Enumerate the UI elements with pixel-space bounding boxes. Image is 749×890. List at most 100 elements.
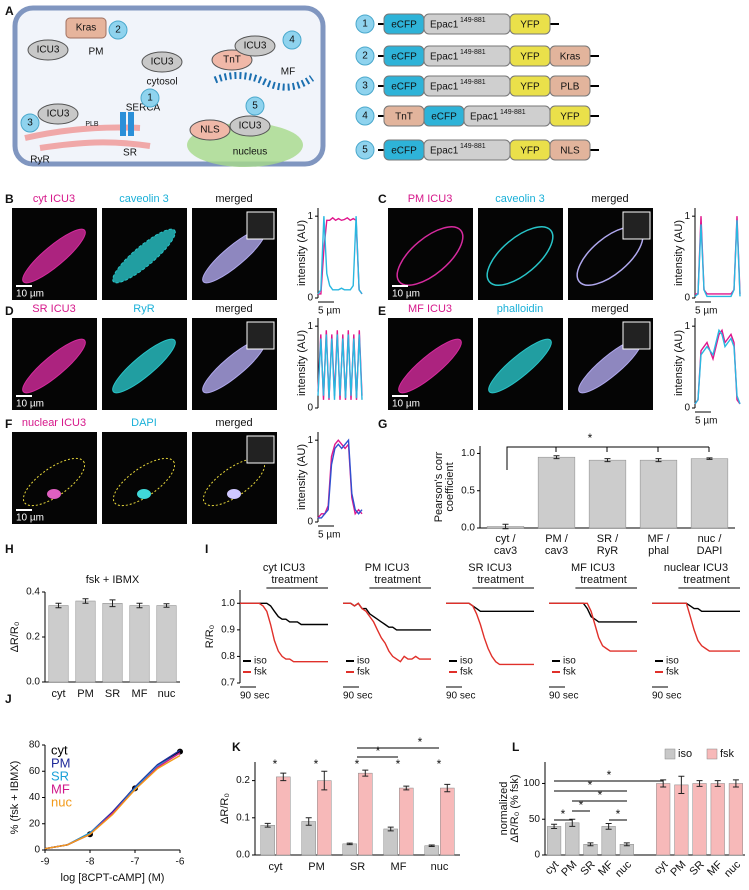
series-line: [694, 328, 741, 405]
y-tick-label: 0: [684, 403, 690, 414]
label-oval: [234, 35, 276, 57]
significance-star: *: [598, 788, 603, 802]
construct-number-text: 3: [362, 81, 368, 92]
part-label: eCFP: [431, 112, 457, 123]
image-label: merged: [591, 303, 628, 315]
error-bar: [280, 772, 287, 782]
x-tick-label: -9: [41, 857, 50, 868]
series-line: [317, 439, 363, 519]
image-label: merged: [215, 303, 252, 315]
legend-entry: fsk: [563, 667, 577, 678]
inset: [246, 435, 275, 464]
label-oval: [211, 49, 253, 71]
number-circle-text: 2: [115, 25, 121, 36]
panel-label: I: [205, 542, 208, 556]
label-oval: [189, 119, 231, 141]
error-bar: [346, 842, 353, 846]
y-tick-label: 0: [307, 517, 313, 528]
panel-label: J: [5, 692, 12, 706]
inset: [246, 321, 275, 350]
image-label: RyR: [133, 303, 154, 315]
x-axis-label: log [8CPT-cAMP] (M): [61, 872, 165, 884]
error-bar: [696, 780, 703, 787]
chart-title: nuclear ICU3: [664, 562, 728, 574]
legend-entry: iso: [460, 656, 473, 667]
y-tick-label: 0.2: [236, 775, 250, 786]
cell: [398, 338, 462, 394]
cell: [22, 338, 86, 394]
y-tick-label: 50: [529, 814, 541, 825]
error-bar: [605, 823, 612, 830]
cell-label: ICU3: [151, 57, 174, 68]
series-line: [694, 328, 741, 405]
label-oval: [37, 103, 79, 125]
error-bar: [569, 818, 576, 827]
cell: [486, 226, 554, 286]
bar: [342, 843, 357, 856]
legend-entry: SR: [51, 768, 69, 783]
image-label: phalloidin: [497, 303, 543, 315]
bar: [440, 787, 455, 856]
x-tick-label: DAPI: [697, 545, 723, 557]
part-label: YFP: [520, 146, 540, 157]
nucleus: [227, 489, 241, 499]
construct-number-text: 5: [362, 145, 368, 156]
series-line: [240, 602, 328, 663]
bar: [276, 776, 291, 856]
panel-label: B: [5, 192, 14, 206]
bar: [399, 787, 414, 856]
y-tick-label: 0: [307, 293, 313, 304]
significance-star: *: [314, 757, 319, 771]
nucleus: [137, 489, 151, 499]
significance-star: *: [561, 807, 566, 821]
error-bar: [714, 780, 721, 787]
significance-bracket: [554, 780, 663, 821]
significance-star: *: [273, 757, 278, 771]
scale-label: 5 µm: [695, 416, 717, 427]
x-tick-label: phal: [648, 545, 669, 557]
x-tick-label: PM: [668, 859, 688, 879]
construct-number: [355, 46, 375, 66]
x-tick-label: nuc: [431, 861, 449, 873]
y-tick-label: 1.0: [461, 448, 475, 459]
y-axis-label: intensity (AU): [296, 330, 308, 396]
label-oval: [141, 51, 183, 73]
error-bar: [321, 770, 328, 791]
scale-label: 5 µm: [695, 306, 717, 317]
bar: [728, 783, 743, 856]
annotation: treatment: [374, 574, 420, 586]
legend-entry: PM: [51, 755, 71, 770]
series-line: [652, 602, 740, 652]
scale-label: 90 sec: [446, 691, 475, 702]
cell-label: SERCA: [126, 103, 161, 114]
part-label: NLS: [560, 146, 580, 157]
cell: [488, 338, 552, 394]
image-label: caveolin 3: [495, 193, 545, 205]
cell: [22, 228, 86, 284]
chart-title: MF ICU3: [571, 562, 615, 574]
panel-label: C: [378, 192, 387, 206]
image-label: merged: [591, 193, 628, 205]
x-tick-label: MF /: [648, 533, 671, 545]
cell-label: cytosol: [146, 77, 177, 88]
x-tick-label: nuc: [613, 858, 634, 879]
construct-number: [355, 140, 375, 160]
y-tick-label: 0.0: [461, 523, 475, 534]
part-superscript: 149-881: [460, 79, 486, 86]
construct-part: [549, 75, 591, 97]
number-circle-text: 5: [252, 101, 258, 112]
chart-title: fsk + IBMX: [86, 574, 140, 586]
error-bar: [551, 823, 558, 830]
legend-entry: iso: [666, 656, 679, 667]
y-tick-label: 1: [684, 211, 690, 222]
part-superscript: 149-881: [460, 49, 486, 56]
error-bar: [109, 599, 116, 608]
bar: [601, 826, 616, 856]
significance-star: *: [616, 807, 621, 821]
x-tick-label: nuc: [158, 688, 176, 700]
x-tick-label: nuc /: [698, 533, 723, 545]
image-label: SR ICU3: [32, 303, 75, 315]
x-tick-label: SR: [578, 859, 597, 878]
inset: [622, 211, 651, 240]
annotation: treatment: [683, 574, 729, 586]
